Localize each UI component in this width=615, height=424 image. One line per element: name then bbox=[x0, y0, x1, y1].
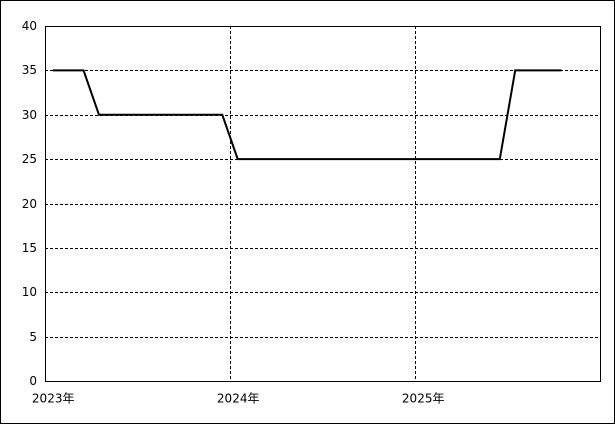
x-tick-label: 2025年 bbox=[402, 392, 445, 406]
y-tick-label: 5 bbox=[29, 330, 37, 344]
y-tick-label: 15 bbox=[22, 241, 37, 255]
x-tick-label: 2023年 bbox=[32, 392, 75, 406]
y-tick-label: 40 bbox=[22, 19, 37, 33]
y-tick-label: 0 bbox=[29, 374, 37, 388]
x-tick-label: 2024年 bbox=[217, 392, 260, 406]
y-tick-label: 20 bbox=[22, 197, 37, 211]
y-tick-label: 10 bbox=[22, 285, 37, 299]
y-tick-label: 30 bbox=[22, 108, 37, 122]
data-line bbox=[52, 69, 562, 161]
y-tick-label: 25 bbox=[22, 152, 37, 166]
y-tick-label: 35 bbox=[22, 63, 37, 77]
